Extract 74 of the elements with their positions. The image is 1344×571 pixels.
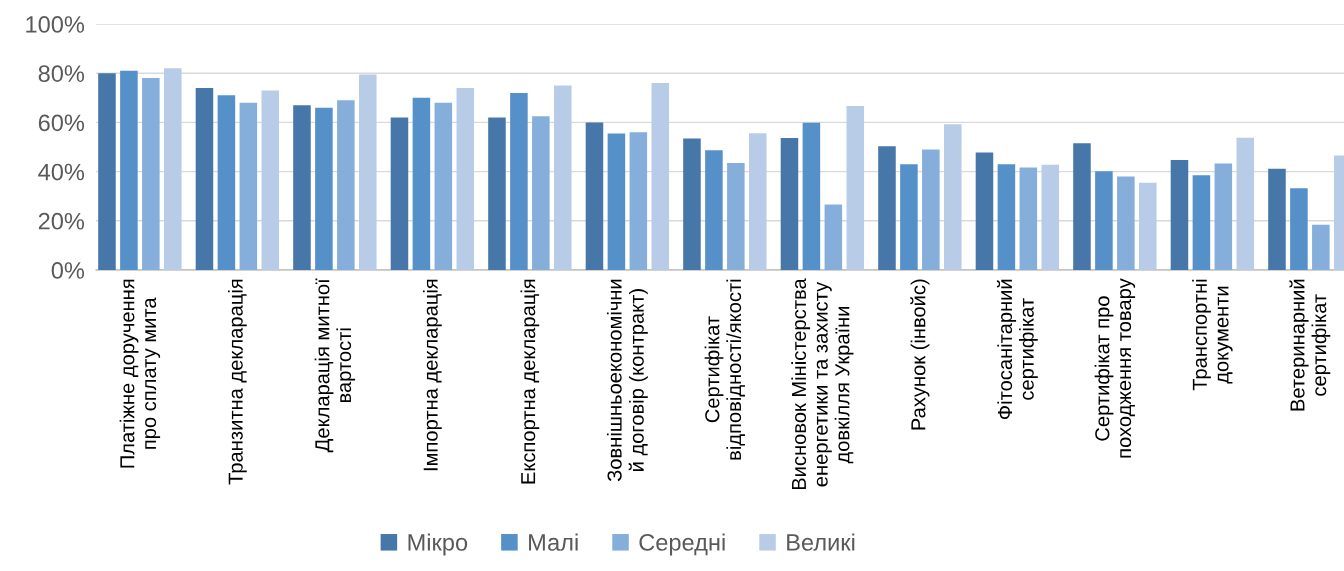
- bar: [780, 137, 799, 270]
- bar: [727, 162, 745, 270]
- x-tick-label: Висновок Міністерства енергетики та захисту довкілля України: [791, 278, 854, 490]
- bar: [1192, 175, 1211, 270]
- x-tick-label: Зовнішньоекономічни й договір (контракт): [606, 279, 648, 482]
- bar: [1236, 137, 1255, 270]
- bar: [629, 132, 648, 270]
- bar: [488, 117, 506, 270]
- bar: [1073, 143, 1091, 270]
- bar: [1268, 168, 1286, 270]
- bar: [412, 97, 431, 270]
- bar: [878, 146, 896, 270]
- x-tick-label: Транзитна декларація: [227, 279, 247, 485]
- y-tick-label: 80%: [38, 65, 85, 82]
- bar: [802, 122, 821, 270]
- y-tick-label: 40%: [38, 163, 85, 181]
- bar: [359, 74, 377, 270]
- bar: [434, 102, 453, 270]
- x-tick-label: Платіжне доручення про сплату мита: [119, 279, 161, 468]
- bar: [1214, 163, 1233, 270]
- bar: [683, 138, 701, 270]
- x-tick-label: Сертифікат відповідності/якості: [704, 279, 745, 460]
- x-tick-label: Декларація митної вартості: [314, 278, 356, 453]
- bar: [585, 122, 604, 270]
- bar: [997, 164, 1016, 270]
- bar: [315, 107, 333, 270]
- bar: [390, 117, 409, 270]
- bar: [1019, 167, 1038, 270]
- bar: [456, 87, 475, 270]
- bar: [195, 87, 214, 270]
- bar: [510, 92, 528, 270]
- bar: [554, 85, 572, 270]
- x-tick-label: Фітосанітарний сертифікат: [996, 279, 1038, 420]
- legend-label: Мікро: [408, 533, 468, 556]
- y-tick-label: 0%: [51, 262, 85, 279]
- bar: [164, 68, 182, 270]
- bar: [922, 149, 940, 270]
- y-tick-label: 60%: [38, 114, 85, 132]
- bar: [293, 105, 311, 270]
- bar: [749, 133, 767, 270]
- bar: [142, 78, 160, 270]
- bar: [846, 105, 865, 270]
- bar: [261, 90, 280, 270]
- bar: [607, 133, 626, 270]
- bar: [1312, 224, 1330, 270]
- legend-label: Середні: [639, 533, 725, 556]
- x-tick-label: Сертифікат про походження товару: [1094, 278, 1136, 458]
- bar: [944, 124, 962, 270]
- bar: [337, 100, 355, 270]
- bar: [120, 70, 138, 270]
- bar: [239, 102, 258, 270]
- bar: [705, 150, 723, 270]
- legend-label: Малі: [529, 533, 578, 551]
- bar: [975, 152, 994, 270]
- bar: [1170, 160, 1189, 270]
- bar: [900, 164, 918, 270]
- bar: [98, 73, 116, 270]
- y-tick-label: 100%: [26, 16, 85, 33]
- bar: [651, 83, 670, 270]
- x-tick-label: Ветеринарний сертифікат: [1289, 279, 1331, 411]
- x-tick-label: Транспортні документи: [1192, 279, 1233, 391]
- bar: [532, 116, 550, 270]
- bar: [217, 95, 236, 270]
- bar: [824, 204, 843, 270]
- y-tick-label: 20%: [38, 212, 85, 230]
- legend-label: Великі: [787, 533, 855, 551]
- bar: [1139, 182, 1157, 270]
- bar: [1117, 176, 1135, 270]
- x-tick-label: Імпортна декларація: [422, 279, 442, 471]
- x-tick-label: Рахунок (інвойс): [910, 279, 930, 430]
- x-tick-label: Експортна декларація: [520, 279, 540, 484]
- bar: [1290, 188, 1308, 270]
- bar: [1041, 164, 1060, 270]
- bar: [1095, 171, 1113, 270]
